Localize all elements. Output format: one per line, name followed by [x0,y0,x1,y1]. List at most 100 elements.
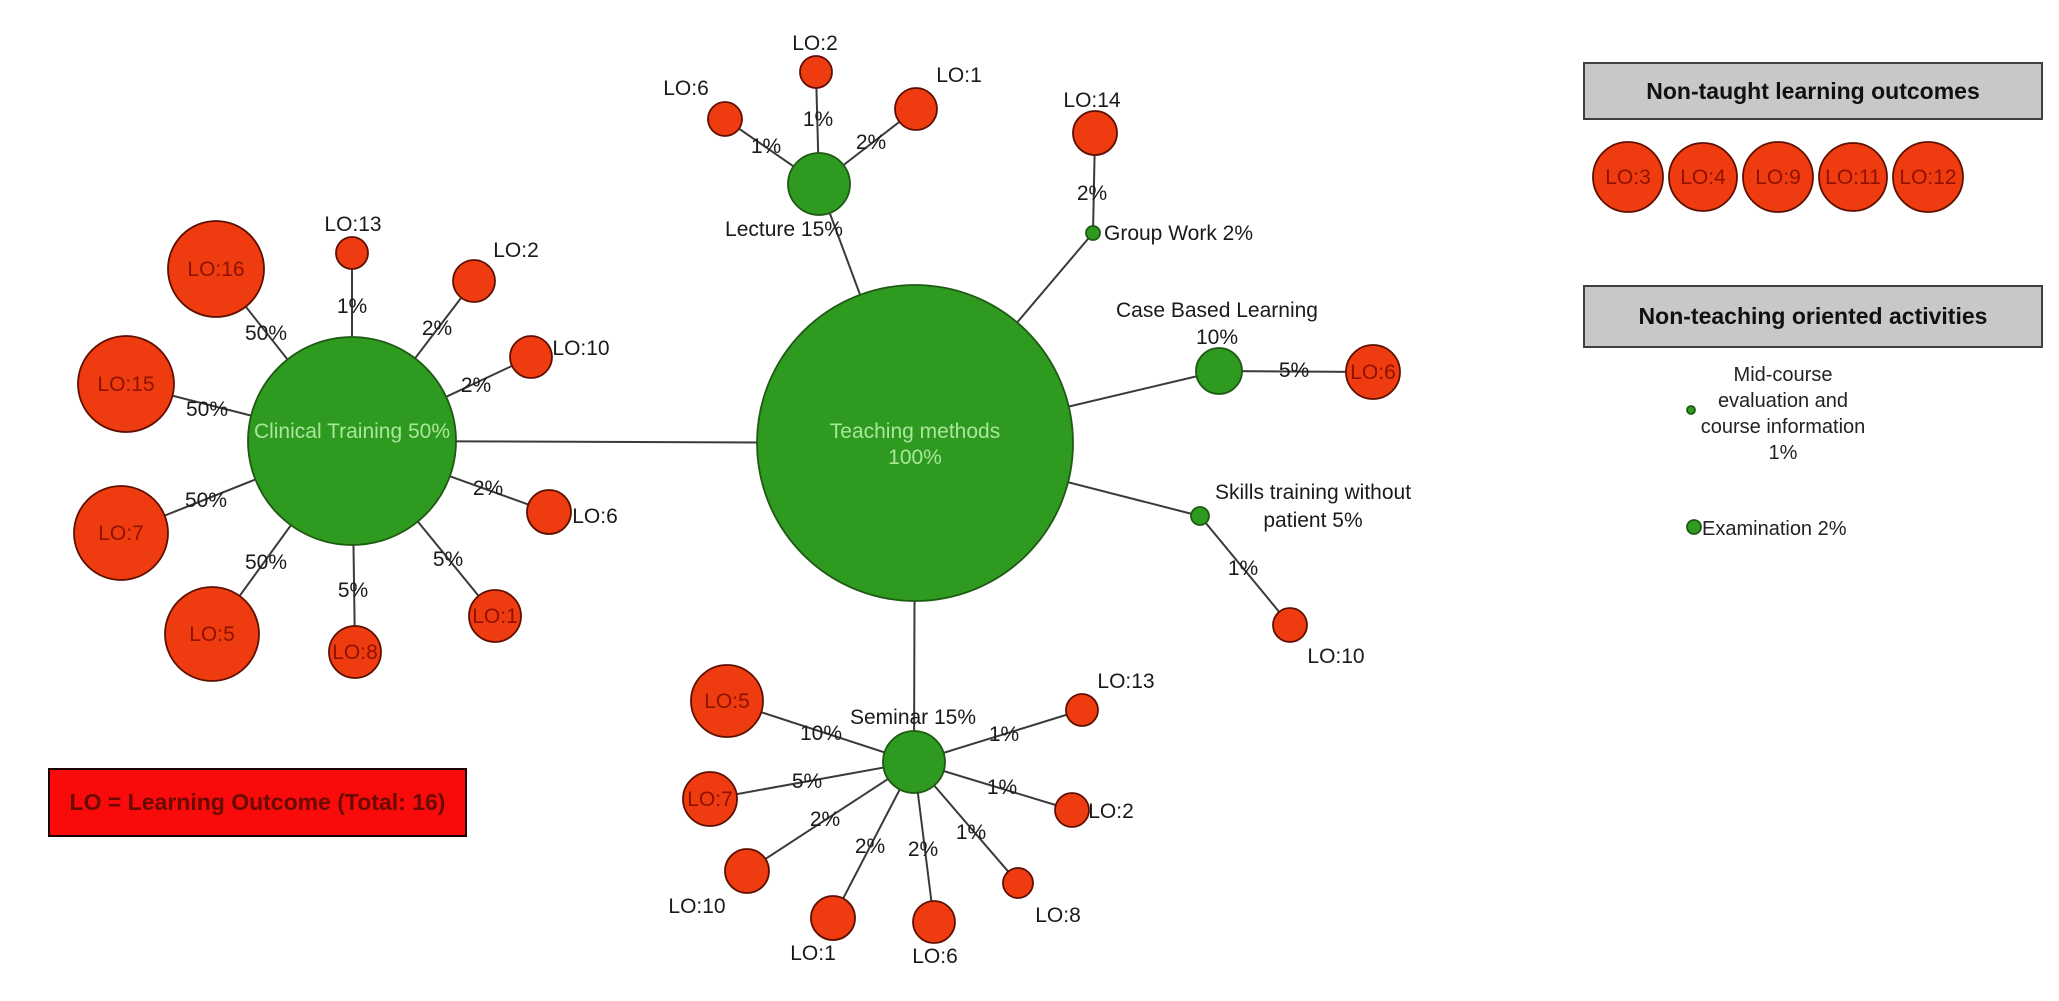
teaching-methods-pct: 100% [888,446,942,469]
examination-label: Examination 2% [1702,518,1847,540]
seminar-lo6-label: LO:6 [912,945,958,968]
clinical-lo10-label: LO:10 [552,337,609,360]
seminar-lo7-label: LO:7 [687,788,733,811]
midcourse-label-line4: 1% [1769,442,1798,464]
seminar-lo2-label: LO:2 [1088,800,1134,823]
legend-lo12-node [1892,141,1964,213]
seminar-lo8-node [1002,867,1034,899]
edge-percentage-label: 1% [989,723,1019,746]
edge-percentage-label: 1% [987,776,1017,799]
case-based-learning-node [1195,347,1243,395]
clinical-lo6-label: LO:6 [572,505,618,528]
seminar-lo7-node [682,771,738,827]
groupwork-lo14-node [1072,110,1118,156]
clinical-lo16-node [167,220,265,318]
edge-percentage-label: 50% [245,322,287,345]
legend-lo4-node [1668,142,1738,212]
clinical-lo15-node [77,335,175,433]
clinical-lo7-node [73,485,169,581]
midcourse-label-line2: evaluation and [1718,390,1848,412]
edge-percentage-label: 1% [1228,557,1258,580]
skills-lo10-label: LO:10 [1307,645,1364,668]
edge-percentage-label: 5% [433,548,463,571]
legend-lo4-label: LO:4 [1680,166,1726,189]
legend-lo12-label: LO:12 [1899,166,1956,189]
edge-percentage-label: 10% [800,722,842,745]
edge-line [746,761,915,872]
lecture-lo6-node [707,101,743,137]
lo-key-label: LO = Learning Outcome (Total: 16) [69,789,446,815]
legend-lo11-label: LO:11 [1825,166,1881,189]
legend-non-taught-header: Non-taught learning outcomes [1583,62,2043,120]
clinical-lo5-label: LO:5 [189,623,235,646]
clinical-lo8-node [328,625,382,679]
legend-lo9-node [1742,141,1814,213]
edge-percentage-label: 50% [185,489,227,512]
teaching-methods-node [756,284,1074,602]
seminar-lo2-node [1054,792,1090,828]
edge-percentage-label: 5% [338,579,368,602]
group-work-node [1085,225,1101,241]
clinical-training-node [247,336,457,546]
clinical-training-label: Clinical Training 50% [254,420,450,443]
seminar-lo13-node [1065,693,1099,727]
cbl-lo6-node [1345,344,1401,400]
seminar-node [882,730,946,794]
skills-lo10-node [1272,607,1308,643]
edge-percentage-label: 50% [245,551,287,574]
group-work-label: Group Work 2% [1104,222,1253,245]
lecture-lo2-node [799,55,833,89]
edge-percentage-label: 2% [422,317,452,340]
clinical-lo8-label: LO:8 [332,641,378,664]
seminar-label: Seminar 15% [850,706,976,729]
lecture-lo2-label: LO:2 [792,32,838,55]
legend-lo3-label: LO:3 [1605,166,1651,189]
skills-label-line2: patient 5% [1263,509,1362,532]
clinical-lo1-node [468,589,522,643]
seminar-lo13-label: LO:13 [1097,670,1154,693]
clinical-lo13-label: LO:13 [324,213,381,236]
skills-label-line1: Skills training without [1215,481,1411,504]
edge-line [1199,515,1291,626]
edge-percentage-label: 2% [856,131,886,154]
legend-lo11-node [1818,142,1888,212]
edge-percentage-label: 1% [956,821,986,844]
edge-percentage-label: 2% [1077,182,1107,205]
seminar-lo1-node [810,895,856,941]
edge-line [709,761,915,800]
seminar-lo6-node [912,900,956,944]
edge-percentage-label: 2% [473,477,503,500]
clinical-lo1-label: LO:1 [472,605,518,628]
lecture-label: Lecture 15% [725,218,843,241]
examination-dot-node [1686,519,1702,535]
seminar-lo1-label: LO:1 [790,942,836,965]
skills-training-node [1190,506,1210,526]
lecture-lo6-label: LO:6 [663,77,709,100]
clinical-lo13-node [335,236,369,270]
cbl-label-line2: 10% [1196,326,1238,349]
lecture-lo1-label: LO:1 [936,64,982,87]
clinical-lo16-label: LO:16 [187,258,244,281]
legend-lo9-label: LO:9 [1755,166,1801,189]
midcourse-label-line3: course information [1701,416,1866,438]
legend-non-teaching-title: Non-teaching oriented activities [1638,303,1988,329]
clinical-lo10-node [509,335,553,379]
clinical-lo2-node [452,259,496,303]
clinical-lo7-label: LO:7 [98,522,144,545]
legend-non-taught-title: Non-taught learning outcomes [1646,77,1980,104]
lecture-node [787,152,851,216]
lo-key-box: LO = Learning Outcome (Total: 16) [48,768,467,837]
lecture-lo1-node [894,87,938,131]
edge-percentage-label: 1% [337,295,367,318]
edge-percentage-label: 5% [792,770,822,793]
edge-percentage-label: 5% [1279,359,1309,382]
legend-lo3-node [1592,141,1664,213]
midcourse-label-line1: Mid-course [1734,364,1833,386]
edge-percentage-label: 50% [186,398,228,421]
edge-percentage-label: 1% [803,108,833,131]
seminar-lo10-node [724,848,770,894]
edge-percentage-label: 2% [461,374,491,397]
seminar-lo8-label: LO:8 [1035,904,1081,927]
seminar-lo5-label: LO:5 [704,690,750,713]
